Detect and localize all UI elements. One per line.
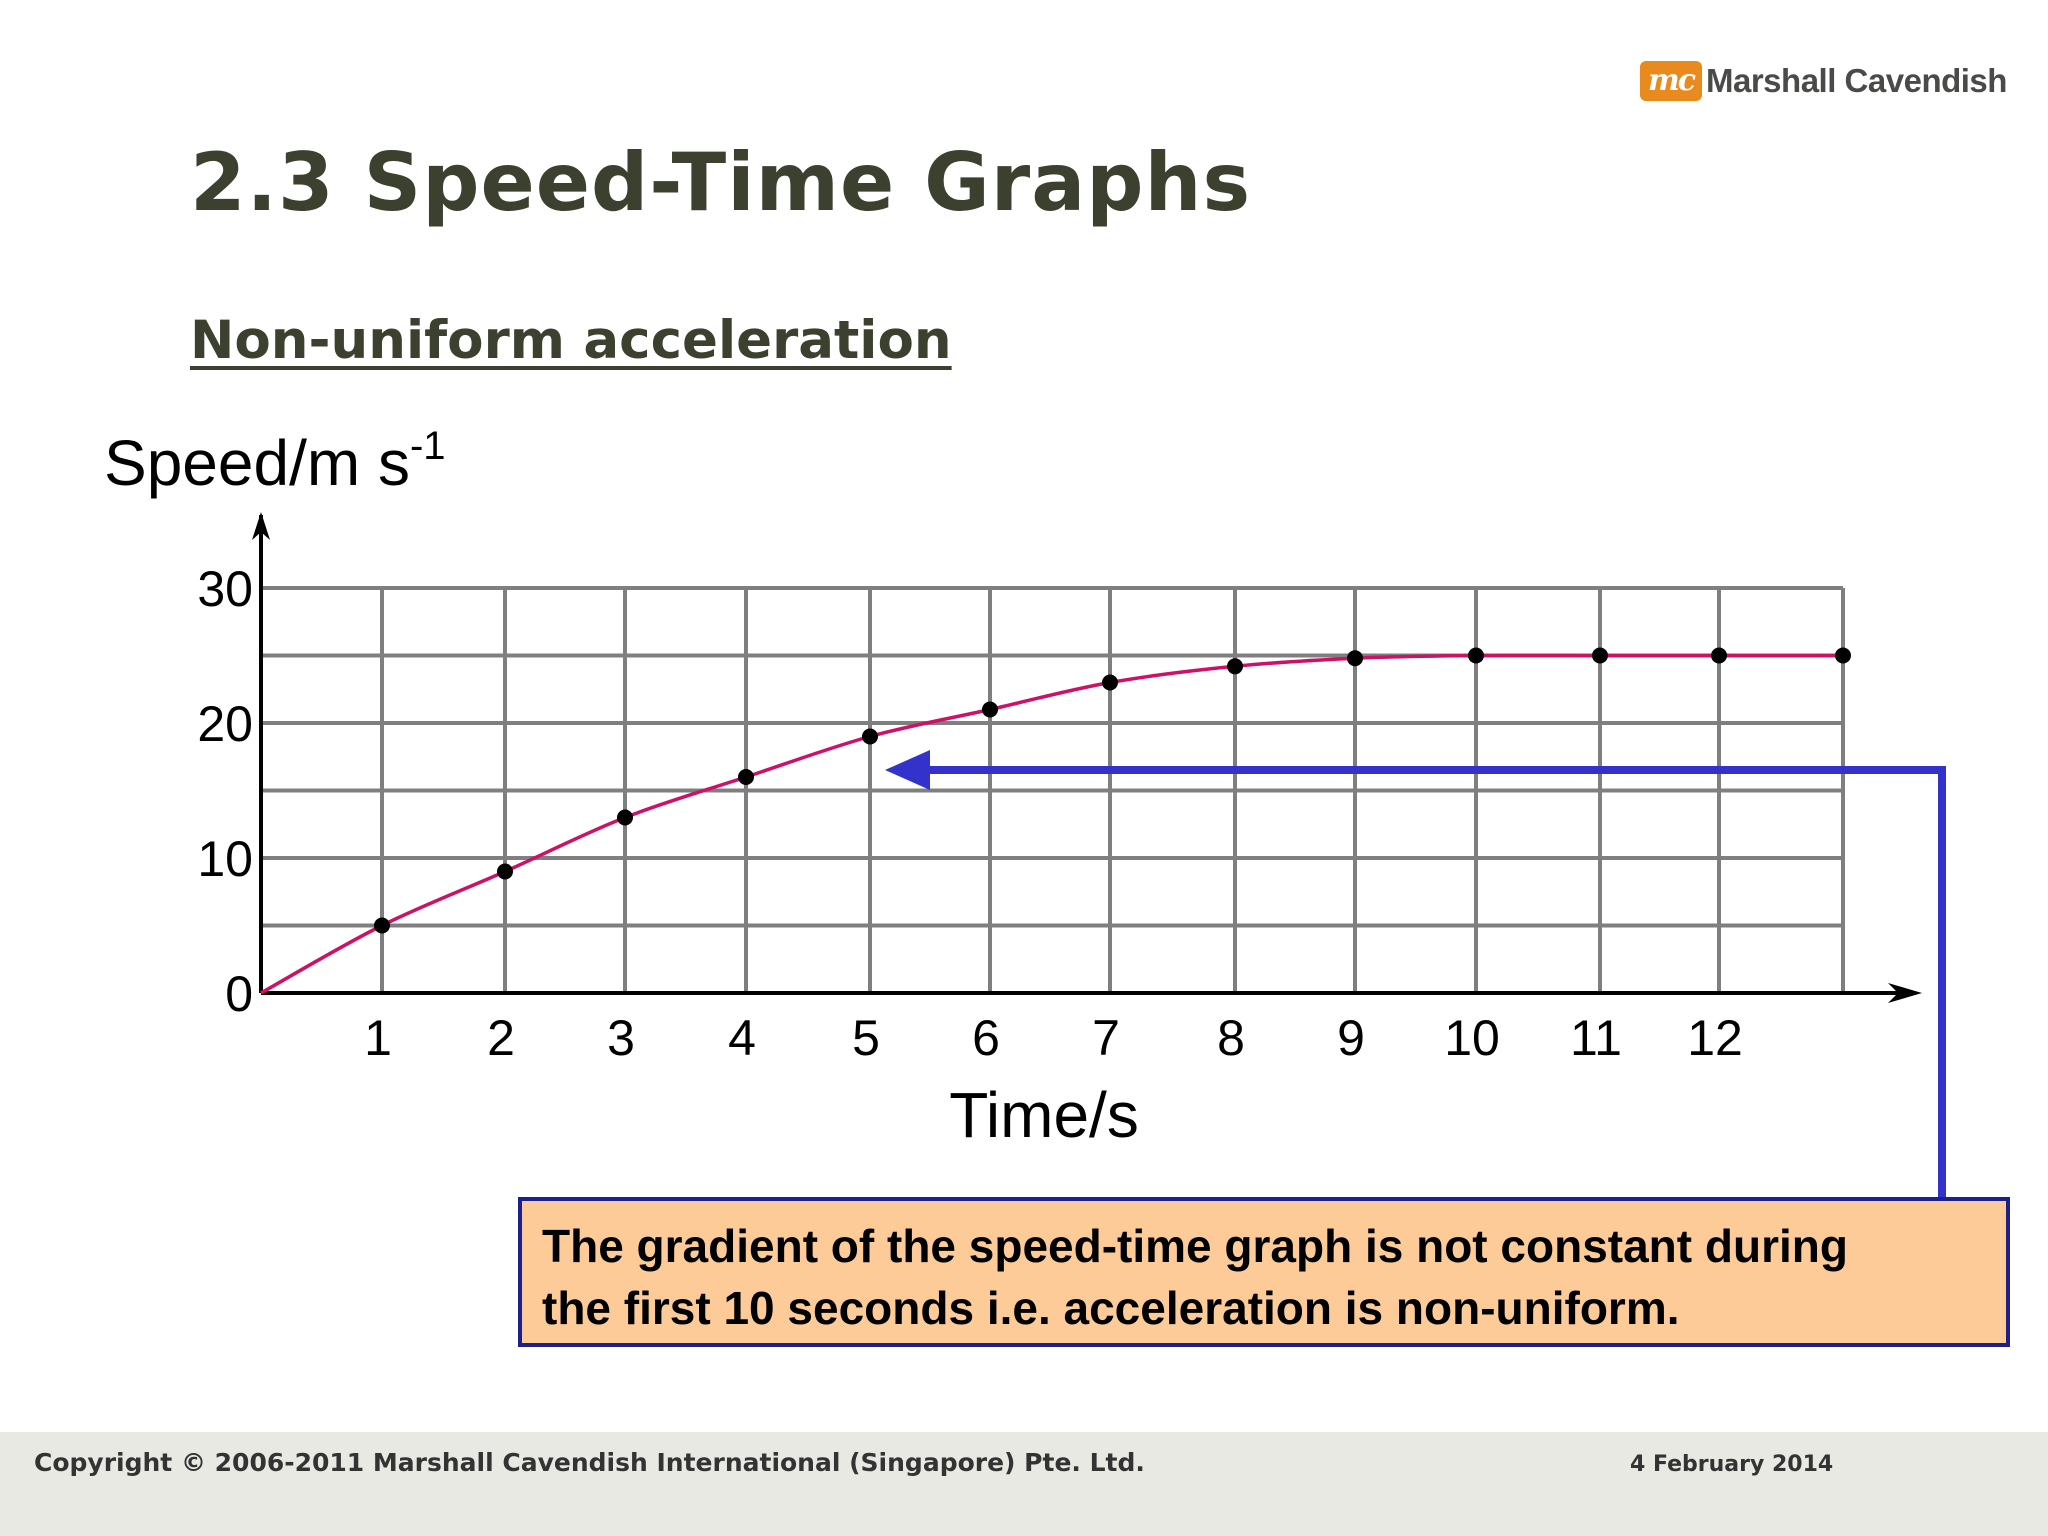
- data-point: [1347, 650, 1363, 667]
- logo-text: Marshall Cavendish: [1706, 62, 2007, 99]
- x-tick-label: 1: [364, 1010, 392, 1066]
- x-tick-label: 9: [1337, 1010, 1365, 1066]
- x-tick-label: 3: [607, 1010, 635, 1066]
- x-tick-label: 10: [1444, 1010, 1500, 1066]
- x-tick-label: 4: [728, 1010, 756, 1066]
- footer-date: 4 February 2014: [1630, 1452, 1834, 1477]
- data-point: [862, 728, 878, 745]
- x-tick-label: 2: [487, 1010, 515, 1066]
- publisher-logo: mc Marshall Cavendish: [1640, 60, 2007, 102]
- data-point: [497, 863, 513, 880]
- y-axis-label: Speed/m s-1: [104, 424, 446, 499]
- data-point: [1592, 647, 1608, 664]
- data-point: [1835, 647, 1851, 664]
- annotation-arrow: [885, 750, 1946, 1197]
- chart-axes: [252, 512, 1922, 1003]
- y-tick-label: 10: [197, 831, 253, 887]
- data-point: [617, 809, 633, 826]
- y-axis-label-base: Speed/m s: [104, 427, 410, 499]
- speed-curve: [260, 653, 1843, 995]
- y-tick-label: 20: [197, 696, 253, 752]
- x-tick-label: 8: [1217, 1010, 1245, 1066]
- data-point: [1102, 674, 1118, 691]
- y-tick-label: 0: [225, 966, 253, 1022]
- x-axis-label: Time/s: [949, 1079, 1139, 1151]
- data-point: [1468, 647, 1484, 664]
- data-point: [374, 917, 390, 934]
- slide-subtitle: Non-uniform acceleration: [190, 310, 952, 371]
- x-tick-label: 7: [1092, 1010, 1120, 1066]
- data-points: [374, 647, 1851, 934]
- annotation-arrowhead: [885, 750, 930, 790]
- callout-line-1: The gradient of the speed-time graph is …: [542, 1220, 1848, 1272]
- x-tick-label: 5: [852, 1010, 880, 1066]
- annotation-arrow-line: [920, 766, 1946, 1197]
- slide-title: 2.3 Speed-Time Graphs: [190, 136, 1252, 229]
- explanation-callout: The gradient of the speed-time graph is …: [518, 1197, 2010, 1347]
- copyright-text: Copyright © 2006-2011 Marshall Cavendish…: [34, 1448, 1145, 1477]
- chart-grid: [261, 586, 1845, 993]
- logo-mark: mc: [1640, 61, 1702, 101]
- y-tick-label: 30: [197, 561, 253, 617]
- data-point: [738, 769, 754, 785]
- x-tick-label: 11: [1570, 1010, 1622, 1066]
- x-tick-label: 12: [1687, 1010, 1743, 1066]
- callout-line-2: the first 10 seconds i.e. acceleration i…: [542, 1282, 1680, 1334]
- data-point: [1711, 647, 1727, 664]
- y-axis-label-superscript: -1: [410, 424, 446, 468]
- x-axis-arrowhead: [1888, 983, 1922, 1003]
- data-point: [982, 701, 998, 718]
- footer-bar: [0, 1432, 2048, 1536]
- data-point: [1227, 658, 1243, 675]
- x-tick-label: 6: [972, 1010, 1000, 1066]
- y-axis-arrowhead: [252, 512, 270, 540]
